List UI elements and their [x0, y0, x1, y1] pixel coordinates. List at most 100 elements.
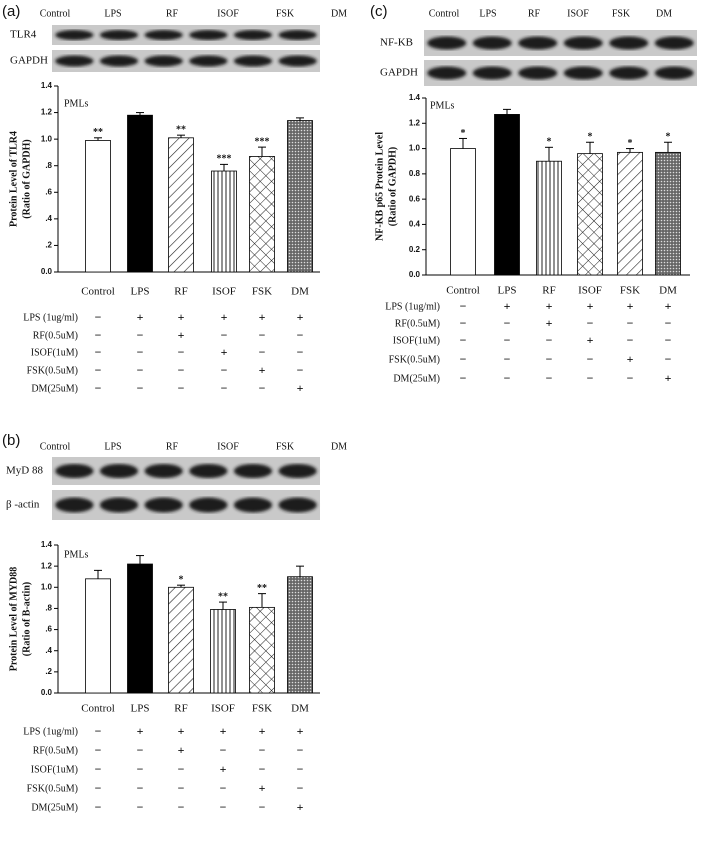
treatment-mark: + [137, 310, 144, 324]
treatment-label: DM(25uM) [31, 802, 78, 813]
treatment-mark: − [95, 345, 102, 359]
treatment-label: ISOF(1uM) [31, 347, 78, 358]
treatment-mark: + [665, 299, 672, 313]
x-tick-label: LPS [131, 703, 150, 715]
x-tick-label: ISOF [212, 286, 236, 298]
blot-band [144, 55, 183, 67]
treatment-mark: − [504, 371, 511, 385]
y-tick-label: 1.2 [409, 118, 421, 127]
treatment-mark: − [95, 310, 102, 324]
y-tick-label: 1.4 [409, 93, 421, 102]
significance-label: ** [176, 124, 186, 135]
bar [85, 140, 111, 273]
treatment-mark: − [297, 781, 304, 795]
treatment-mark: + [178, 724, 185, 738]
y-axis-title: (Ratio of GAPDH) [21, 139, 32, 218]
y-tick-label: 1.2 [41, 108, 53, 117]
blot-band [189, 464, 228, 478]
blot-band [189, 55, 228, 67]
treatment-mark: − [504, 352, 511, 366]
y-tick-label: 1.0 [41, 582, 53, 591]
blot-column-label: RF [528, 8, 541, 19]
bar [249, 156, 275, 273]
treatment-mark: − [137, 328, 144, 342]
treatment-mark: − [178, 345, 185, 359]
treatment-mark: − [220, 743, 227, 757]
treatment-mark: − [627, 333, 634, 347]
treatment-mark: + [587, 333, 594, 347]
blot-band [233, 55, 273, 67]
bar [450, 148, 476, 276]
treatment-mark: + [221, 310, 228, 324]
treatment-mark: + [220, 724, 227, 738]
treatment-mark: − [297, 345, 304, 359]
treatment-mark: − [297, 328, 304, 342]
treatment-mark: − [587, 316, 594, 330]
treatment-mark: − [259, 345, 266, 359]
treatment-mark: − [178, 762, 185, 776]
treatment-label: RF(0.5uM) [33, 745, 78, 756]
bar [210, 609, 236, 694]
treatment-mark: − [137, 345, 144, 359]
treatment-mark: − [137, 743, 144, 757]
treatment-label: LPS (1ug/ml) [23, 312, 78, 323]
treatment-mark: − [259, 800, 266, 814]
treatment-mark: − [178, 800, 185, 814]
panel-label: (a) [2, 3, 20, 20]
y-tick-label: 0.0 [409, 270, 421, 279]
treatment-mark: + [665, 371, 672, 385]
treatment-mark: + [627, 352, 634, 366]
significance-label: ** [257, 583, 267, 594]
x-tick-label: Control [81, 703, 115, 715]
significance-label: *** [255, 136, 270, 147]
treatment-mark: + [259, 310, 266, 324]
y-tick-label: .2 [45, 241, 52, 250]
x-tick-label: FSK [252, 286, 272, 298]
y-axis-title: Protein Level of MYD88 [8, 567, 19, 672]
significance-label: * [461, 128, 466, 139]
treatment-mark: − [546, 333, 553, 347]
treatment-mark: − [297, 363, 304, 377]
blot-column-label: LPS [104, 441, 121, 452]
blot-band [233, 30, 273, 40]
blot-column-label: RF [166, 441, 179, 452]
x-tick-label: RF [174, 703, 187, 715]
y-tick-label: 1.0 [409, 144, 421, 153]
treatment-mark: − [259, 762, 266, 776]
blot-column-label: FSK [612, 8, 631, 19]
y-tick-label: .8 [45, 604, 52, 613]
annotation: PMLs [64, 549, 89, 560]
blot-column-label: ISOF [217, 8, 239, 19]
treatment-mark: + [259, 363, 266, 377]
treatment-label: FSK(0.5uM) [27, 783, 78, 794]
treatment-mark: − [178, 381, 185, 395]
blot-band [427, 66, 467, 80]
treatment-mark: − [137, 762, 144, 776]
blot-column-label: Control [40, 441, 71, 452]
y-tick-label: .4 [45, 646, 52, 655]
treatment-mark: − [221, 381, 228, 395]
annotation: PMLs [64, 98, 89, 109]
blot-row-label: MyD 88 [6, 465, 43, 477]
x-tick-label: DM [659, 285, 677, 297]
x-tick-label: ISOF [211, 703, 235, 715]
blot-row-label: TLR4 [10, 29, 37, 41]
blot-band [233, 464, 273, 478]
y-tick-label: .8 [45, 161, 52, 170]
blot-column-label: ISOF [217, 441, 239, 452]
blot-band [189, 497, 228, 513]
treatment-mark: + [546, 316, 553, 330]
x-tick-label: RF [174, 286, 187, 298]
blot-band [654, 66, 694, 80]
y-tick-label: .2 [45, 667, 52, 676]
blot-band [99, 30, 139, 40]
blot-band [99, 497, 139, 513]
bar [536, 160, 562, 276]
treatment-label: ISOF(1uM) [393, 335, 440, 346]
treatment-mark: − [95, 762, 102, 776]
blot-row-label: NF-KB [380, 37, 413, 49]
blot-column-label: FSK [276, 441, 295, 452]
y-tick-label: .6 [45, 625, 52, 634]
treatment-mark: + [297, 381, 304, 395]
x-tick-label: DM [291, 286, 309, 298]
